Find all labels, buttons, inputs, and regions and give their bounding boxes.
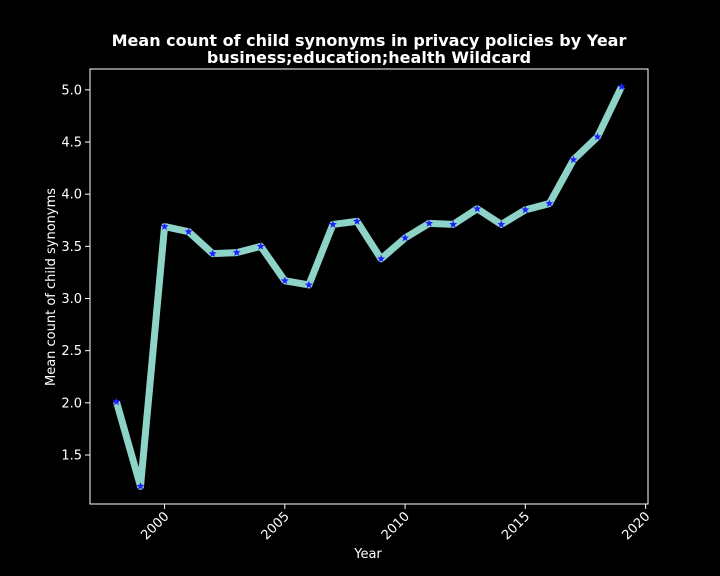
- data-point: [617, 82, 626, 91]
- y-tick-label: 4.0: [61, 188, 82, 203]
- y-tick-label: 5.0: [61, 83, 82, 98]
- x-axis-ticks: 2000 2005 2010 2015 2020: [138, 504, 653, 543]
- data-point: [112, 397, 121, 406]
- x-tick-label: 2010: [379, 509, 413, 543]
- plot-axes: [89, 68, 649, 505]
- data-point: [425, 219, 434, 227]
- chart-title: Mean count of child synonyms in privacy …: [112, 31, 627, 50]
- y-tick-label: 4.5: [61, 136, 82, 151]
- chart-subtitle: business;education;health Wildcard: [207, 48, 531, 67]
- y-tick-label: 3.0: [61, 292, 82, 307]
- data-point: [401, 233, 410, 242]
- x-tick-label: 2015: [499, 509, 533, 543]
- x-axis-label: Year: [353, 547, 382, 562]
- data-point: [352, 217, 361, 225]
- data-point: [136, 482, 145, 490]
- y-tick-label: 3.5: [61, 240, 82, 255]
- x-tick-label: 2005: [259, 509, 293, 543]
- y-axis-label: Mean count of child synonyms: [44, 188, 59, 386]
- data-point: [569, 155, 578, 164]
- data-point: [256, 242, 265, 250]
- series-layer: [112, 82, 626, 490]
- plot-frame: [89, 68, 649, 505]
- series-line: [113, 85, 625, 490]
- data-point: [593, 132, 602, 141]
- y-tick-label: 2.0: [61, 396, 82, 411]
- data-point: [304, 280, 313, 289]
- data-point: [184, 227, 193, 236]
- data-point: [232, 248, 241, 256]
- data-point: [449, 220, 458, 228]
- data-point: [473, 204, 482, 213]
- y-axis-ticks: 1.5 2.0 2.5 3.0 3.5 4.0 4.5 5.0: [61, 83, 90, 463]
- x-tick-label: 2020: [619, 509, 653, 543]
- data-point: [377, 254, 386, 263]
- y-tick-label: 1.5: [61, 448, 82, 463]
- data-point: [160, 222, 169, 230]
- data-point: [497, 220, 506, 228]
- x-tick-label: 2000: [138, 509, 172, 543]
- data-point: [280, 276, 289, 285]
- y-tick-label: 2.5: [61, 344, 82, 359]
- data-point: [328, 220, 337, 228]
- data-point: [521, 205, 530, 214]
- data-point: [208, 249, 217, 258]
- data-point: [545, 199, 554, 207]
